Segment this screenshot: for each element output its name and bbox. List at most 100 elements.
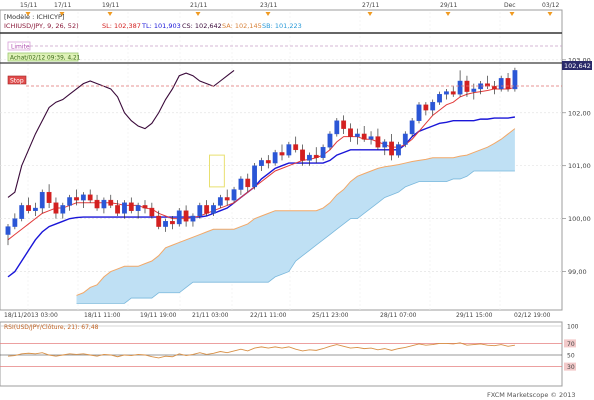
candle (423, 102, 429, 116)
candle (272, 149, 278, 166)
y-tick-label: 102,00 (568, 109, 591, 117)
candle (498, 75, 504, 92)
candle-body (94, 199, 100, 209)
candle (286, 141, 292, 158)
candle-body (416, 104, 422, 121)
candle (67, 194, 73, 211)
candle-body (437, 94, 442, 103)
candle-body (53, 202, 59, 214)
candle (354, 128, 360, 145)
candle (80, 192, 86, 209)
candle (135, 202, 141, 219)
x-top-label: 17/11 (54, 2, 71, 9)
x-bottom-label: 28/11 07:00 (380, 312, 417, 319)
x-top-label: 15/11 (20, 2, 37, 9)
indicator-lines (7, 69, 516, 278)
candle-body (122, 202, 127, 214)
candle-body (26, 205, 31, 211)
event-marker (509, 12, 515, 16)
candle (149, 202, 155, 219)
candle (416, 102, 422, 124)
candle (169, 216, 175, 230)
cs-label: CS: 102,642 (182, 22, 222, 30)
senkou-span-b (76, 170, 515, 304)
x-bottom-label: 22/11 11:00 (250, 312, 287, 319)
rsi-label: RSI(USD/JPY/Clôture, 21): 67,48 (4, 324, 99, 331)
sa-label: SA: 102,145 (222, 22, 262, 30)
x-bottom-label: 18/11 11:00 (84, 312, 121, 319)
candle-body (190, 215, 196, 222)
candle (368, 131, 374, 145)
y-tick-label: 103,00 (568, 56, 591, 64)
price-marker (562, 61, 592, 70)
candle-body (80, 194, 86, 201)
candle (60, 202, 66, 219)
y-tick-label: 101,00 (568, 162, 591, 170)
candle-body (197, 205, 203, 217)
candle (87, 189, 93, 203)
sl-label: SL: 102,387 (102, 22, 141, 30)
candle (224, 189, 230, 206)
candle-body (5, 226, 11, 235)
candle-body (313, 154, 319, 158)
candle (252, 163, 257, 190)
stop-tag[interactable] (7, 75, 27, 85)
event-marker (195, 12, 201, 16)
candle (402, 131, 408, 148)
candle (327, 131, 333, 150)
candle-body (115, 205, 121, 214)
candle (108, 194, 114, 209)
candle-body (156, 215, 162, 227)
instrument-label: [Modèle : ICHICYP] (4, 13, 64, 21)
candle (375, 128, 381, 150)
tenkan-line (7, 86, 516, 241)
candle (33, 202, 38, 216)
cloud-fill (76, 128, 515, 304)
candle-body (67, 197, 73, 206)
candle (74, 189, 79, 206)
candle-body (245, 178, 251, 188)
candle-body (279, 152, 285, 156)
candle (444, 88, 449, 100)
candle-body (293, 144, 299, 151)
candle (115, 200, 121, 216)
candle-body (217, 197, 223, 206)
candle-body (307, 154, 312, 161)
candle-body (389, 141, 394, 156)
candle (430, 99, 436, 116)
candle-body (444, 91, 449, 95)
x-bottom-label: 21/11 03:00 (192, 312, 229, 319)
candle-body (498, 78, 504, 90)
candle (231, 186, 237, 203)
candle-body (224, 197, 230, 201)
candle (19, 202, 25, 222)
candle-body (135, 205, 141, 211)
x-top-label: 27/11 (362, 2, 379, 9)
achat-tag[interactable] (7, 52, 79, 62)
candle-body (87, 194, 93, 201)
candle-body (450, 91, 456, 95)
watermark: FXCM Marketscope © 2013 (487, 391, 576, 399)
candle (334, 118, 340, 137)
candle (128, 197, 134, 214)
candle-body (238, 178, 244, 190)
ichimoku-label: ICHIUSD/JPY, 9, 26, 52) (4, 22, 79, 30)
x-axis-bottom: 18/11/2013 03:00 18/11 11:00 19/11 19:00 21… (4, 312, 551, 319)
event-marker (107, 12, 113, 16)
x-bottom-label: 19/11 19:00 (140, 312, 177, 319)
candle (122, 200, 127, 219)
candle-body (169, 221, 175, 225)
candle-body (74, 197, 79, 201)
candle-body (60, 205, 66, 214)
candle-body (272, 152, 278, 164)
candle-body (286, 144, 292, 156)
candle (156, 210, 162, 230)
candle (307, 152, 312, 166)
candle-body (327, 133, 333, 148)
candle-body (471, 88, 477, 92)
rsi-level-tag (564, 362, 576, 371)
limit-label: Limite (11, 44, 30, 51)
candle (46, 184, 52, 209)
candle-body (163, 221, 168, 227)
